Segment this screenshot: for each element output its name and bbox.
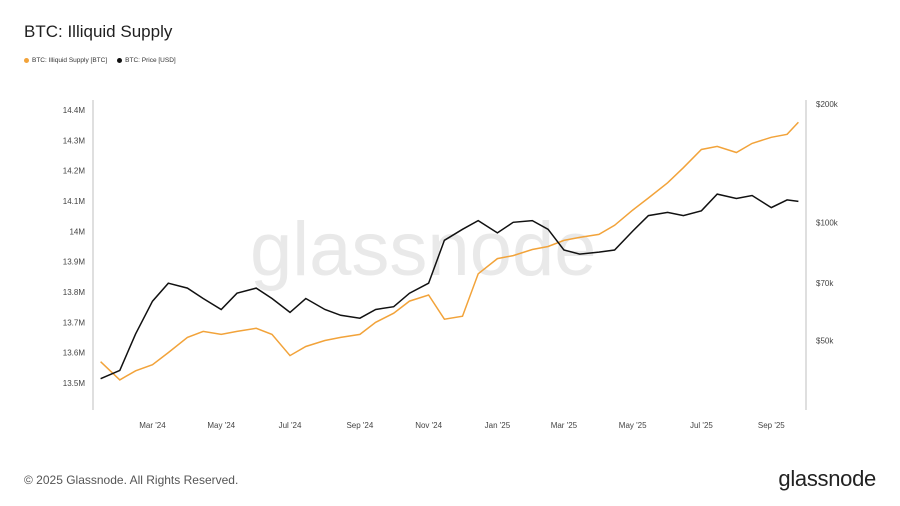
x-tick-label: Mar '25	[551, 421, 578, 430]
x-tick-label: Jul '24	[279, 421, 302, 430]
left-axis-ticks: 13.5M 13.6M 13.7M 13.8M 13.9M 14M 14.1M 14.2M 14…	[63, 106, 86, 388]
legend-item-price[interactable]: BTC: Price [USD]	[117, 57, 176, 64]
left-tick-label: 14.2M	[63, 167, 86, 176]
left-tick-label: 13.6M	[63, 349, 86, 358]
right-tick-label: $200k	[816, 100, 839, 109]
legend-label-price: BTC: Price [USD]	[125, 57, 176, 64]
left-tick-label: 13.7M	[63, 318, 86, 327]
x-tick-label: May '25	[619, 421, 647, 430]
left-tick-label: 14.4M	[63, 106, 86, 115]
x-tick-label: Mar '24	[139, 421, 166, 430]
left-tick-label: 14.1M	[63, 197, 86, 206]
left-tick-label: 13.8M	[63, 288, 86, 297]
right-tick-label: $50k	[816, 337, 834, 346]
right-axis-ticks: $50k $70k $100k $200k	[816, 100, 839, 346]
right-tick-label: $70k	[816, 279, 834, 288]
x-axis-ticks: Mar '24 May '24 Jul '24 Sep '24 Nov '24 Jan '…	[139, 421, 785, 430]
glassnode-logo[interactable]: glassnode	[778, 466, 876, 491]
left-tick-label: 13.5M	[63, 379, 86, 388]
footer-copyright: © 2025 Glassnode. All Rights Reserved.	[24, 473, 239, 487]
series-illiquid-supply-line	[100, 121, 799, 381]
x-tick-label: Jul '25	[690, 421, 713, 430]
x-tick-label: Jan '25	[485, 421, 511, 430]
series-price-line	[100, 193, 799, 380]
legend-item-illiquid-supply[interactable]: BTC: Illiquid Supply [BTC]	[24, 57, 107, 64]
legend-dot-illiquid-supply	[24, 58, 29, 63]
left-tick-label: 14.3M	[63, 136, 86, 145]
legend-label-illiquid-supply: BTC: Illiquid Supply [BTC]	[32, 57, 108, 64]
left-tick-label: 13.9M	[63, 258, 86, 267]
x-tick-label: Nov '24	[415, 421, 442, 430]
left-tick-label: 14M	[69, 227, 85, 236]
watermark: glassnode	[250, 207, 597, 292]
right-tick-label: $100k	[816, 218, 839, 227]
x-tick-label: Sep '24	[346, 421, 373, 430]
legend-dot-price	[117, 58, 123, 63]
x-tick-label: May '24	[207, 421, 235, 430]
chart-title: BTC: Illiquid Supply	[24, 22, 173, 41]
x-tick-label: Sep '25	[758, 421, 785, 430]
chart-legend: BTC: Illiquid Supply [BTC] BTC: Price [U…	[24, 57, 176, 64]
